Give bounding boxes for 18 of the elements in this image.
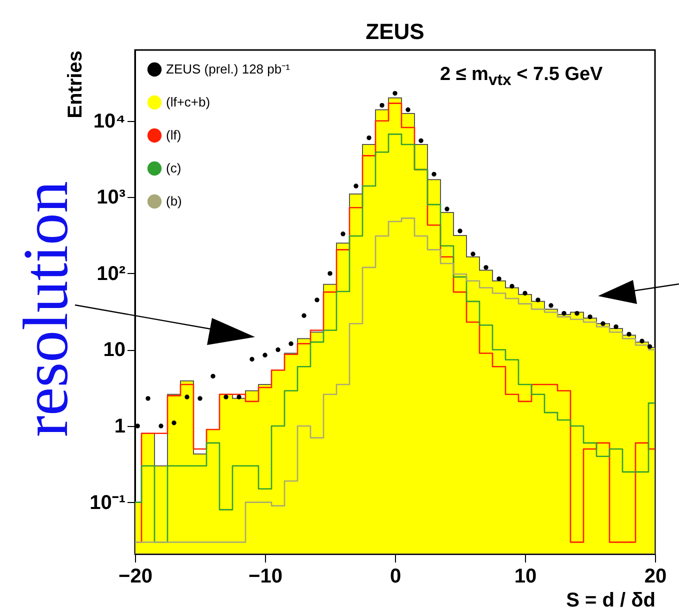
x-tick-label: 20 bbox=[644, 566, 667, 588]
y-tick-label: 10³ bbox=[96, 186, 126, 209]
y-tick-label: 1 bbox=[114, 416, 126, 438]
x-tick-label: −20 bbox=[118, 566, 152, 588]
text: resolution bbox=[8, 181, 82, 437]
y-tick-label: 10² bbox=[96, 262, 126, 285]
chart-title: ZEUS bbox=[366, 19, 424, 44]
x-tick-label: −10 bbox=[248, 566, 282, 588]
y-axis-title: Entries bbox=[64, 50, 87, 118]
y-tick-label: 10 bbox=[103, 339, 126, 362]
y-tick-label: 10⁴ bbox=[93, 110, 126, 132]
x-tick-label: 0 bbox=[390, 566, 402, 588]
annotation: 2 ≤ m$_{vtx}$ < 7.5 GeV bbox=[440, 64, 603, 90]
legend-label: ZEUS (prel.) 128 pb⁻¹ bbox=[166, 62, 291, 76]
y-tick-label: 10⁻¹ bbox=[90, 492, 126, 514]
point bbox=[392, 90, 398, 96]
x-tick-label: 10 bbox=[514, 566, 537, 588]
x-axis-title: S = d / δd bbox=[566, 590, 656, 612]
